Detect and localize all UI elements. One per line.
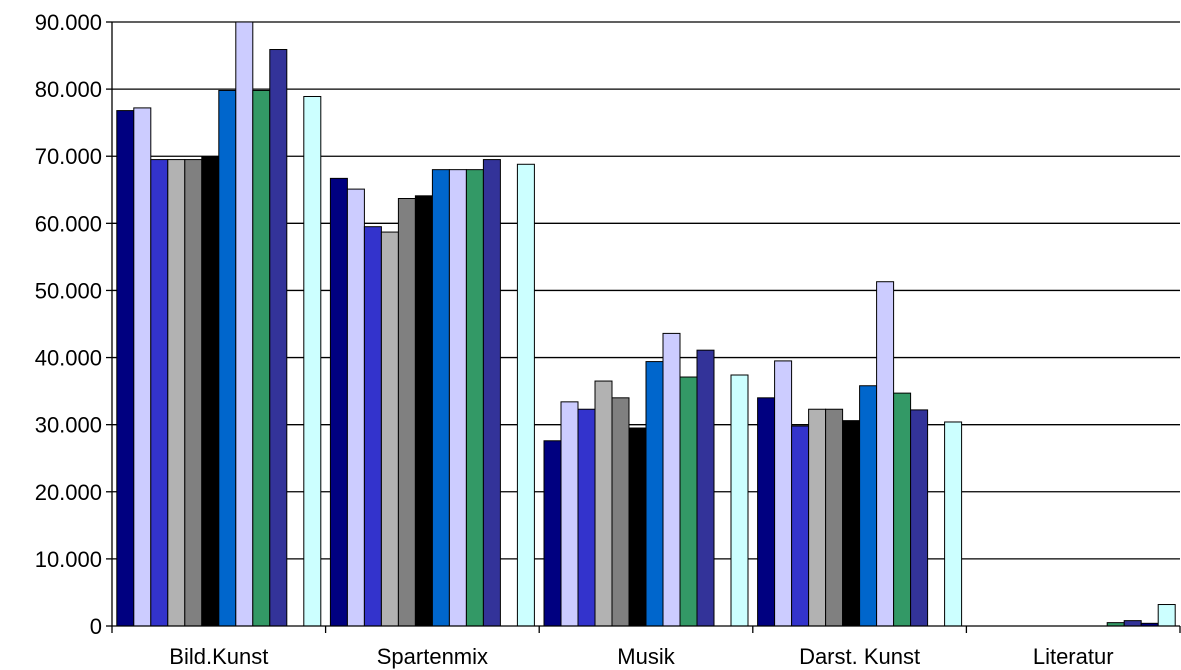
bar <box>269 49 288 627</box>
y-tick-label: 0 <box>90 614 102 639</box>
bar <box>1157 604 1176 627</box>
bar <box>910 409 929 627</box>
bar <box>448 169 467 627</box>
bar <box>303 95 322 627</box>
bar <box>516 163 535 627</box>
bar <box>628 427 647 627</box>
y-tick-label: 30.000 <box>35 413 102 438</box>
bars <box>116 21 1176 627</box>
y-tick-label: 50.000 <box>35 278 102 303</box>
bar <box>893 392 912 627</box>
bar <box>696 349 715 627</box>
bar <box>346 188 365 627</box>
bar <box>645 361 664 627</box>
bar <box>414 195 433 627</box>
category-label: Bild.Kunst <box>169 644 268 669</box>
y-tick-label: 40.000 <box>35 346 102 371</box>
bar <box>218 89 237 627</box>
category-label: Musik <box>617 644 675 669</box>
bar <box>757 397 776 627</box>
bar <box>876 281 895 627</box>
axes <box>106 21 1181 633</box>
bar <box>363 226 382 627</box>
bar <box>679 376 698 627</box>
bar <box>252 89 271 627</box>
category-label: Spartenmix <box>377 644 488 669</box>
bar <box>560 401 579 627</box>
bar <box>133 107 152 627</box>
bar <box>611 397 630 627</box>
y-tick-label: 90.000 <box>35 10 102 35</box>
category-labels: Bild.Kunst Spartenmix Musik Darst. Kunst Lit… <box>169 644 1113 669</box>
bar <box>380 231 399 627</box>
category-label: Darst. Kunst <box>799 644 920 669</box>
y-tick-label: 60.000 <box>35 211 102 236</box>
bar <box>116 110 135 627</box>
bar <box>235 21 254 627</box>
bar <box>150 159 169 627</box>
y-tick-label: 20.000 <box>35 480 102 505</box>
bar <box>465 169 484 627</box>
bar <box>662 332 681 627</box>
bar <box>825 408 844 627</box>
y-tick-label: 10.000 <box>35 547 102 572</box>
bar <box>329 177 348 627</box>
bar <box>791 425 810 627</box>
bar <box>944 421 963 627</box>
bar <box>201 156 220 627</box>
gridlines <box>112 21 1180 560</box>
bar <box>543 440 562 627</box>
bar <box>774 360 793 627</box>
bar <box>431 169 450 627</box>
bar <box>397 198 416 627</box>
bar <box>577 408 596 627</box>
bar <box>808 408 827 627</box>
y-tick-label: 70.000 <box>35 144 102 169</box>
category-label: Literatur <box>1033 644 1114 669</box>
y-tick-label: 80.000 <box>35 77 102 102</box>
bar <box>1123 620 1142 627</box>
bar <box>594 380 613 627</box>
y-axis-tick-labels: 0 10.000 20.000 30.000 40.000 50.000 60.000 70.… <box>35 10 102 639</box>
bar <box>859 385 878 627</box>
bar <box>730 374 749 627</box>
bar <box>482 159 501 627</box>
bar <box>842 420 861 627</box>
bar <box>167 159 186 627</box>
bar <box>184 159 203 627</box>
